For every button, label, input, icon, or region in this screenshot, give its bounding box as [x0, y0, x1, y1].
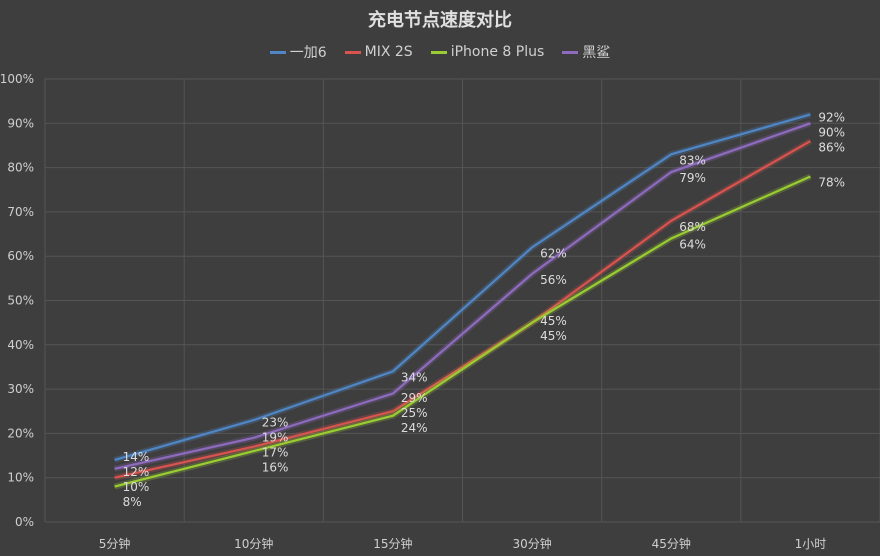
data-label: 16% [262, 460, 289, 474]
data-label: 68% [679, 220, 706, 234]
series-line [114, 122, 811, 470]
y-tick-label: 0% [15, 515, 34, 529]
x-tick-label: 5分钟 [99, 536, 131, 551]
x-tick-label: 45分钟 [652, 536, 691, 551]
y-tick-label: 30% [7, 382, 34, 396]
data-label: 90% [818, 125, 845, 139]
y-tick-label: 80% [7, 161, 34, 175]
data-label: 83% [679, 153, 706, 167]
legend-swatch [269, 50, 286, 54]
data-label: 64% [679, 237, 706, 251]
y-tick-label: 50% [7, 294, 34, 308]
data-label: 23% [262, 415, 289, 429]
series-line [114, 175, 811, 488]
y-tick-label: 10% [7, 471, 34, 485]
y-tick-label: 40% [7, 338, 34, 352]
data-label: 17% [262, 445, 289, 459]
chart-title: 充电节点速度对比 [368, 10, 512, 31]
x-tick-label: 15分钟 [373, 536, 412, 551]
data-label: 8% [123, 495, 142, 509]
y-tick-label: 70% [7, 205, 34, 219]
x-tick-label: 1小时 [795, 537, 827, 551]
data-label: 10% [123, 480, 150, 494]
data-label: 79% [679, 171, 706, 185]
data-label: 24% [401, 421, 428, 435]
y-tick-label: 60% [7, 249, 34, 263]
data-label: 29% [401, 391, 428, 405]
legend-item: 黑鲨 [562, 42, 610, 62]
x-tick-label: 10分钟 [234, 536, 273, 551]
data-label: 62% [540, 246, 567, 260]
legend-swatch [562, 50, 579, 54]
y-tick-label: 100% [0, 72, 34, 86]
series-line [114, 140, 811, 479]
data-label: 86% [818, 140, 845, 154]
legend-label: 一加6 [289, 45, 327, 61]
legend: 一加6 MIX 2S iPhone 8 Plus 黑鲨 [0, 42, 880, 62]
data-label: 45% [540, 314, 567, 328]
legend-item: iPhone 8 Plus [430, 42, 545, 62]
legend-item: 一加6 [269, 42, 327, 62]
data-label: 92% [818, 110, 845, 124]
y-tick-label: 20% [7, 426, 34, 440]
data-label: 34% [401, 370, 428, 384]
data-label: 12% [123, 465, 150, 479]
legend-swatch [344, 50, 361, 54]
legend-label: MIX 2S [364, 44, 413, 60]
legend-label: iPhone 8 Plus [450, 44, 545, 60]
data-label: 78% [818, 175, 845, 189]
data-label: 19% [262, 430, 289, 444]
data-label: 45% [540, 329, 567, 343]
legend-item: MIX 2S [344, 42, 413, 62]
data-label: 25% [401, 406, 428, 420]
legend-swatch [430, 50, 447, 54]
data-label: 14% [123, 450, 150, 464]
x-tick-label: 30分钟 [512, 536, 551, 551]
y-tick-label: 90% [7, 116, 34, 130]
data-label: 56% [540, 273, 567, 287]
series-line [114, 113, 811, 462]
legend-label: 黑鲨 [582, 45, 611, 61]
